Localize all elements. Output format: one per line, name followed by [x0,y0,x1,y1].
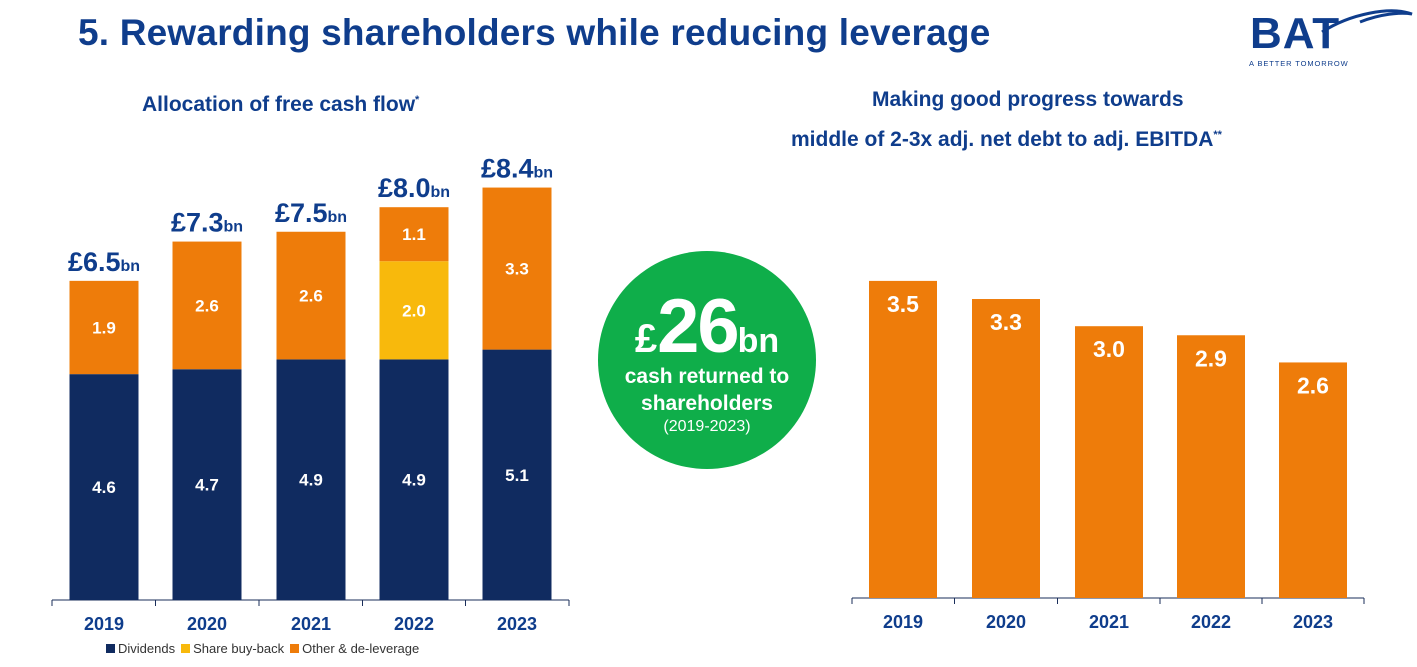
bar-value-label: 1.9 [92,318,116,337]
bar-value-label: 3.0 [1093,336,1125,362]
bar-dividends-2020 [172,369,242,600]
bar-total-value: £7.3 [171,208,224,238]
x-tick-label: 2022 [1191,612,1231,632]
left-chart-footnote-marker: * [415,94,420,106]
bar-value-label: 4.6 [92,478,116,497]
logo-tagline: A BETTER TOMORROW [1249,59,1349,68]
bar-value-label: 2.6 [1297,372,1329,398]
callout-period: (2019-2023) [663,418,751,435]
bar-dividends-2023 [482,349,552,600]
bar-leverage-2022 [1177,335,1245,598]
x-tick-label: 2020 [187,614,227,634]
bar-total-value: £8.0 [378,173,431,203]
bar-value-label: 4.9 [402,471,426,490]
page-title: 5. Rewarding shareholders while reducing… [78,12,991,53]
x-tick-label: 2023 [1293,612,1333,632]
bar-total-label: £7.5bn [275,198,347,228]
bar-value-label: 2.6 [299,287,323,306]
bar-total-label: £8.0bn [378,173,450,203]
free-cash-flow-stacked-bar-chart: 4.61.9£6.5bn20194.72.6£7.3bn20204.92.6£7… [51,154,570,634]
bar-other-de-leverage-2021 [276,231,346,360]
bar-total-unit: bn [224,219,244,236]
bar-dividends-2021 [276,359,346,600]
x-tick-label: 2019 [883,612,923,632]
bar-value-label: 5.1 [505,466,529,485]
bar-total-value: £7.5 [275,198,328,228]
x-tick-label: 2019 [84,614,124,634]
left-chart-subtitle: Allocation of free cash flow* [142,93,419,117]
right-chart-subtitle-text: middle of 2-3x adj. net debt to adj. EBI… [791,128,1214,151]
legend-label: Share buy-back [193,641,285,656]
bar-total-label: £7.3bn [171,208,243,238]
bar-value-label: 3.3 [990,309,1022,335]
x-tick-label: 2021 [1089,612,1129,632]
chart-legend: Dividends Share buy-back Other & de-leve… [106,641,419,656]
legend-item-share-buy-back: Share buy-back [181,641,284,656]
bar-other-de-leverage-2020 [172,241,242,370]
x-tick-label: 2021 [291,614,331,634]
cash-returned-callout: £26bn cash returned to shareholders (201… [598,251,816,469]
bar-value-label: 3.3 [505,260,529,279]
left-chart-subtitle-text: Allocation of free cash flow [142,93,416,116]
legend-item-dividends: Dividends [106,641,175,656]
right-chart-subtitle-line2: middle of 2-3x adj. net debt to adj. EBI… [791,128,1222,152]
bar-value-label: 4.9 [299,471,323,490]
bar-value-label: 2.9 [1195,345,1227,371]
callout-currency: £ [634,317,658,361]
bar-total-value: £8.4 [481,154,534,184]
legend-swatch [181,644,191,653]
bar-total-unit: bn [328,209,348,226]
callout-unit: bn [737,322,780,360]
bar-leverage-2020 [972,299,1040,598]
bat-logo: BAT A BETTER TOMORROW [1245,8,1415,70]
bar-value-label: 2.6 [195,296,219,315]
x-tick-label: 2020 [986,612,1026,632]
bar-other-de-leverage-2022 [379,207,449,262]
bar-total-unit: bn [534,165,554,182]
bar-total-unit: bn [431,184,451,201]
right-chart-footnote-marker: ** [1213,129,1222,141]
bar-other-de-leverage-2023 [482,187,552,350]
bar-total-label: £8.4bn [481,154,553,184]
legend-swatch [106,644,115,653]
callout-amount: £26bn [598,289,816,365]
legend-label: Other & de-leverage [302,641,420,656]
callout-line1: cash returned to [624,365,790,388]
x-tick-label: 2022 [394,614,434,634]
bar-leverage-2021 [1075,326,1143,598]
x-tick-label: 2023 [497,614,537,634]
right-chart-subtitle-line1: Making good progress towards [872,88,1184,111]
bar-value-label: 1.1 [402,225,426,244]
bar-other-de-leverage-2019 [69,280,139,375]
callout-number: 26 [657,284,740,369]
logo-swoosh-icon [1321,9,1413,34]
bar-total-unit: bn [121,258,141,275]
bar-value-label: 2.0 [402,301,426,320]
logo-wordmark: BAT [1250,9,1341,58]
callout-line2: shareholders [641,392,773,415]
bar-total-value: £6.5 [68,247,121,277]
bar-share-buy-back-2022 [379,261,449,360]
bar-dividends-2022 [379,359,449,600]
bar-total-label: £6.5bn [68,247,140,277]
legend-item-other-de-leverage: Other & de-leverage [290,641,419,656]
bar-dividends-2019 [69,374,139,600]
bar-value-label: 4.7 [195,476,219,495]
bar-value-label: 3.5 [887,291,919,317]
bar-leverage-2019 [869,280,937,598]
legend-swatch [290,644,300,653]
legend-label: Dividends [118,641,176,656]
bar-leverage-2023 [1279,362,1347,598]
